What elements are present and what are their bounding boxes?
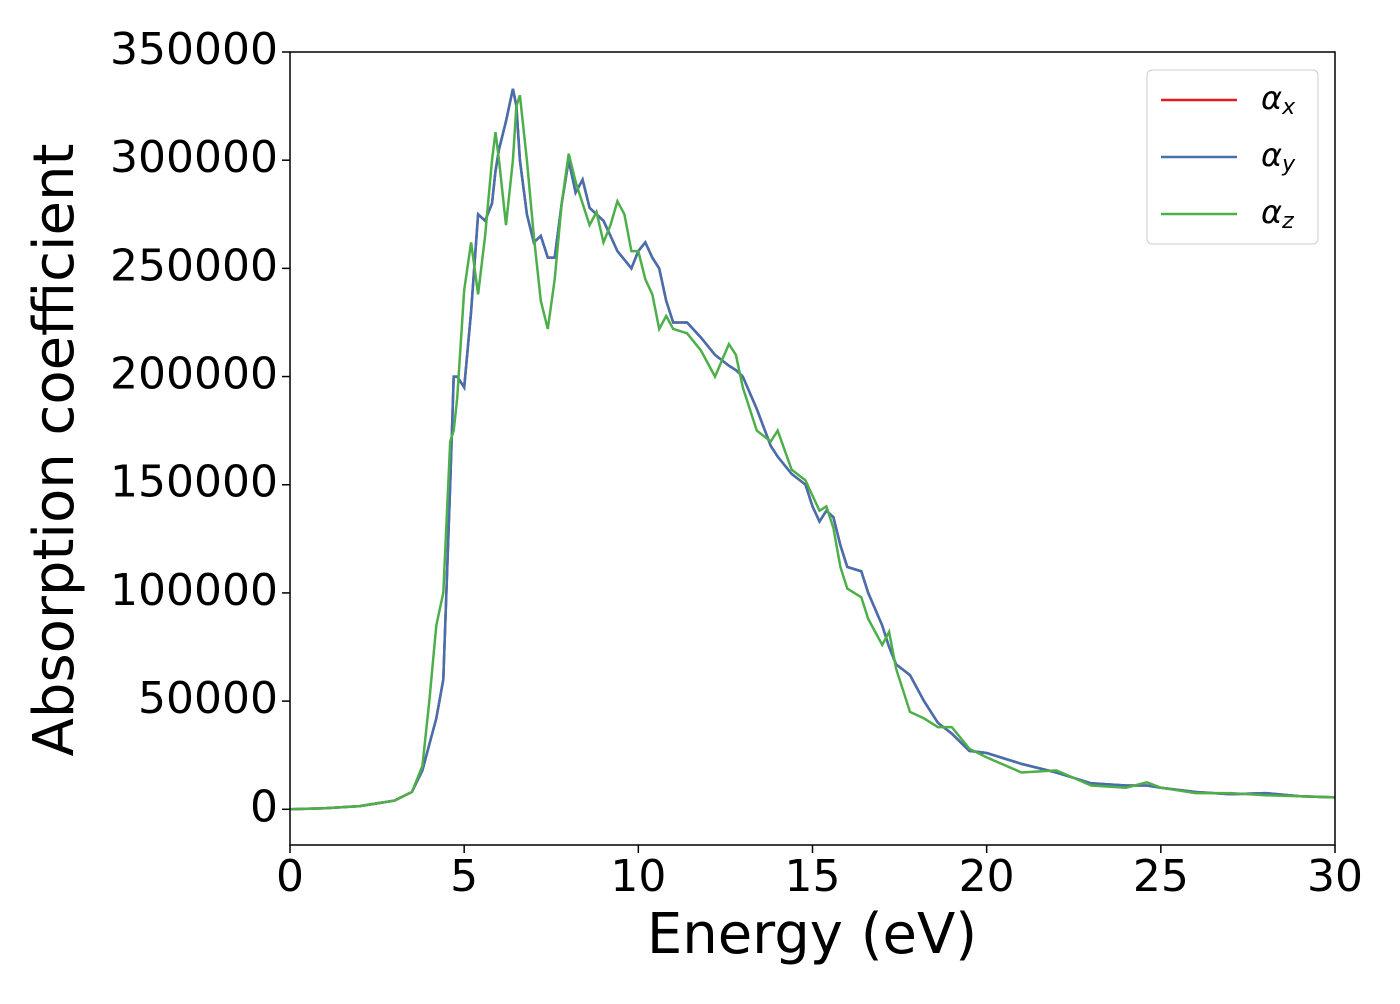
y-tick-label: 250000 — [110, 240, 278, 291]
y-tick-label: 150000 — [110, 457, 278, 508]
y-tick-label: 200000 — [110, 349, 278, 400]
line-series — [289, 94, 1336, 811]
legend-label: αz — [1261, 193, 1294, 234]
legend-label: αx — [1261, 79, 1296, 120]
y-tick-label: 50000 — [138, 673, 278, 724]
y-tick-label: 350000 — [110, 24, 278, 75]
x-tick-label: 10 — [610, 851, 666, 902]
x-tick-label: 5 — [450, 851, 478, 902]
y-tick-label: 0 — [250, 781, 278, 832]
x-tick-label: 30 — [1307, 851, 1363, 902]
legend-label: αy — [1261, 136, 1296, 177]
x-tick-label: 0 — [276, 851, 304, 902]
x-tick-label: 15 — [785, 851, 841, 902]
y-axis-label: Absorption coefficient — [22, 144, 87, 757]
axes-frame — [289, 51, 1336, 846]
x-tick-label: 25 — [1133, 851, 1189, 902]
x-tick-label: 20 — [959, 851, 1015, 902]
line-series — [289, 88, 1336, 811]
y-tick-label: 300000 — [110, 132, 278, 183]
x-axis-label: Energy (eV) — [647, 902, 977, 967]
y-tick-label: 100000 — [110, 565, 278, 616]
